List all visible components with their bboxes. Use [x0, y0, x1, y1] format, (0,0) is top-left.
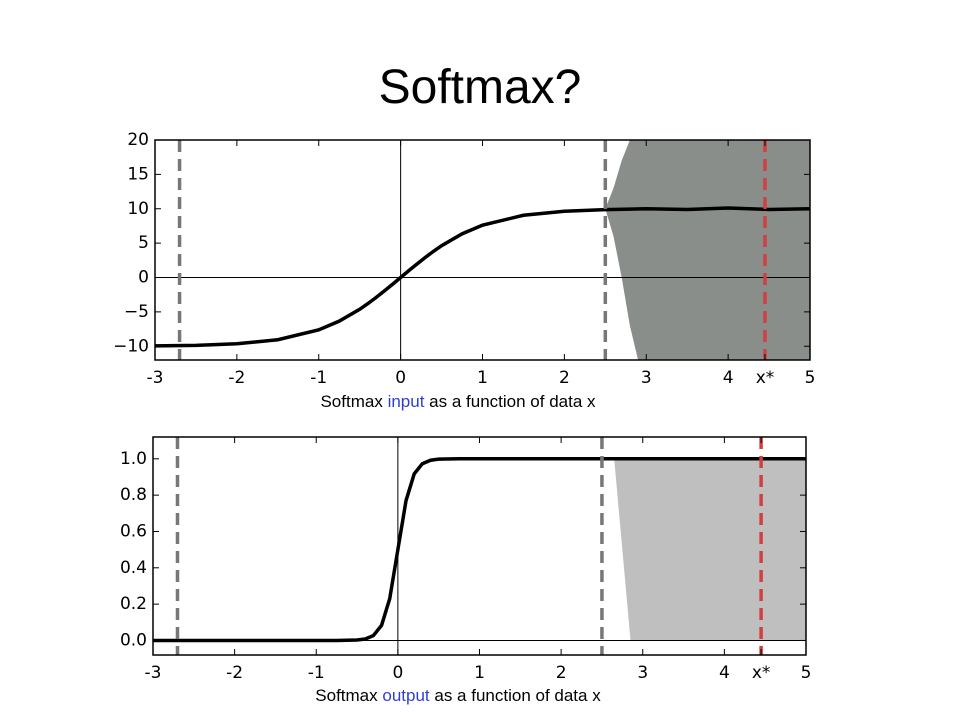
y-tick-label: 0.2 — [120, 594, 147, 614]
x-tick-label: -2 — [226, 663, 243, 683]
caption-text: as a function of data x — [429, 392, 596, 411]
x-tick-label: 2 — [559, 368, 570, 388]
x-tick-label: 0 — [395, 368, 406, 388]
x-tick-label: -3 — [147, 368, 164, 388]
y-tick-label: 0.0 — [120, 630, 147, 650]
noise-band — [605, 140, 810, 360]
noise-band — [614, 458, 806, 641]
x-tick-label: 5 — [805, 368, 816, 388]
y-tick-label: 15 — [127, 164, 149, 184]
x-tick-label: 4 — [719, 663, 730, 683]
y-tick-label: 10 — [127, 199, 149, 219]
line — [154, 206, 811, 348]
caption-text: as a function of data x — [434, 686, 601, 705]
x-tick-label: -1 — [310, 368, 327, 388]
x-tick-label: 2 — [556, 663, 567, 683]
line — [153, 457, 806, 643]
x-tick-label: 3 — [637, 663, 648, 683]
x-tick-label: 1 — [474, 663, 485, 683]
y-tick-label: −10 — [113, 336, 149, 356]
y-tick-label: 0.4 — [120, 558, 147, 578]
x-tick-label: -1 — [308, 663, 325, 683]
slide-title: Softmax? — [378, 61, 582, 114]
y-tick-label: 1.0 — [120, 449, 147, 469]
x-tick-label: x* — [756, 368, 775, 388]
y-tick-label: 0 — [138, 268, 149, 288]
y-tick-label: 0.8 — [120, 485, 147, 505]
caption: Softmax output as a function of data x — [0, 686, 916, 706]
x-tick-label: -3 — [145, 663, 162, 683]
x-tick-label: 1 — [477, 368, 488, 388]
caption-text: Softmax — [320, 392, 383, 411]
y-tick-label: −5 — [124, 302, 149, 322]
caption-highlight: output — [382, 686, 430, 705]
y-tick-label: 5 — [138, 233, 149, 253]
x-tick-label: 3 — [641, 368, 652, 388]
caption: Softmax input as a function of data x — [0, 392, 916, 412]
caption-text: Softmax — [315, 686, 378, 705]
x-tick-label: x* — [752, 663, 771, 683]
x-tick-label: 5 — [801, 663, 812, 683]
x-tick-label: 4 — [723, 368, 734, 388]
x-tick-label: -2 — [228, 368, 245, 388]
y-tick-label: 20 — [127, 130, 149, 150]
caption-highlight: input — [387, 392, 425, 411]
x-tick-label: 0 — [392, 663, 403, 683]
y-tick-label: 0.6 — [120, 521, 147, 541]
